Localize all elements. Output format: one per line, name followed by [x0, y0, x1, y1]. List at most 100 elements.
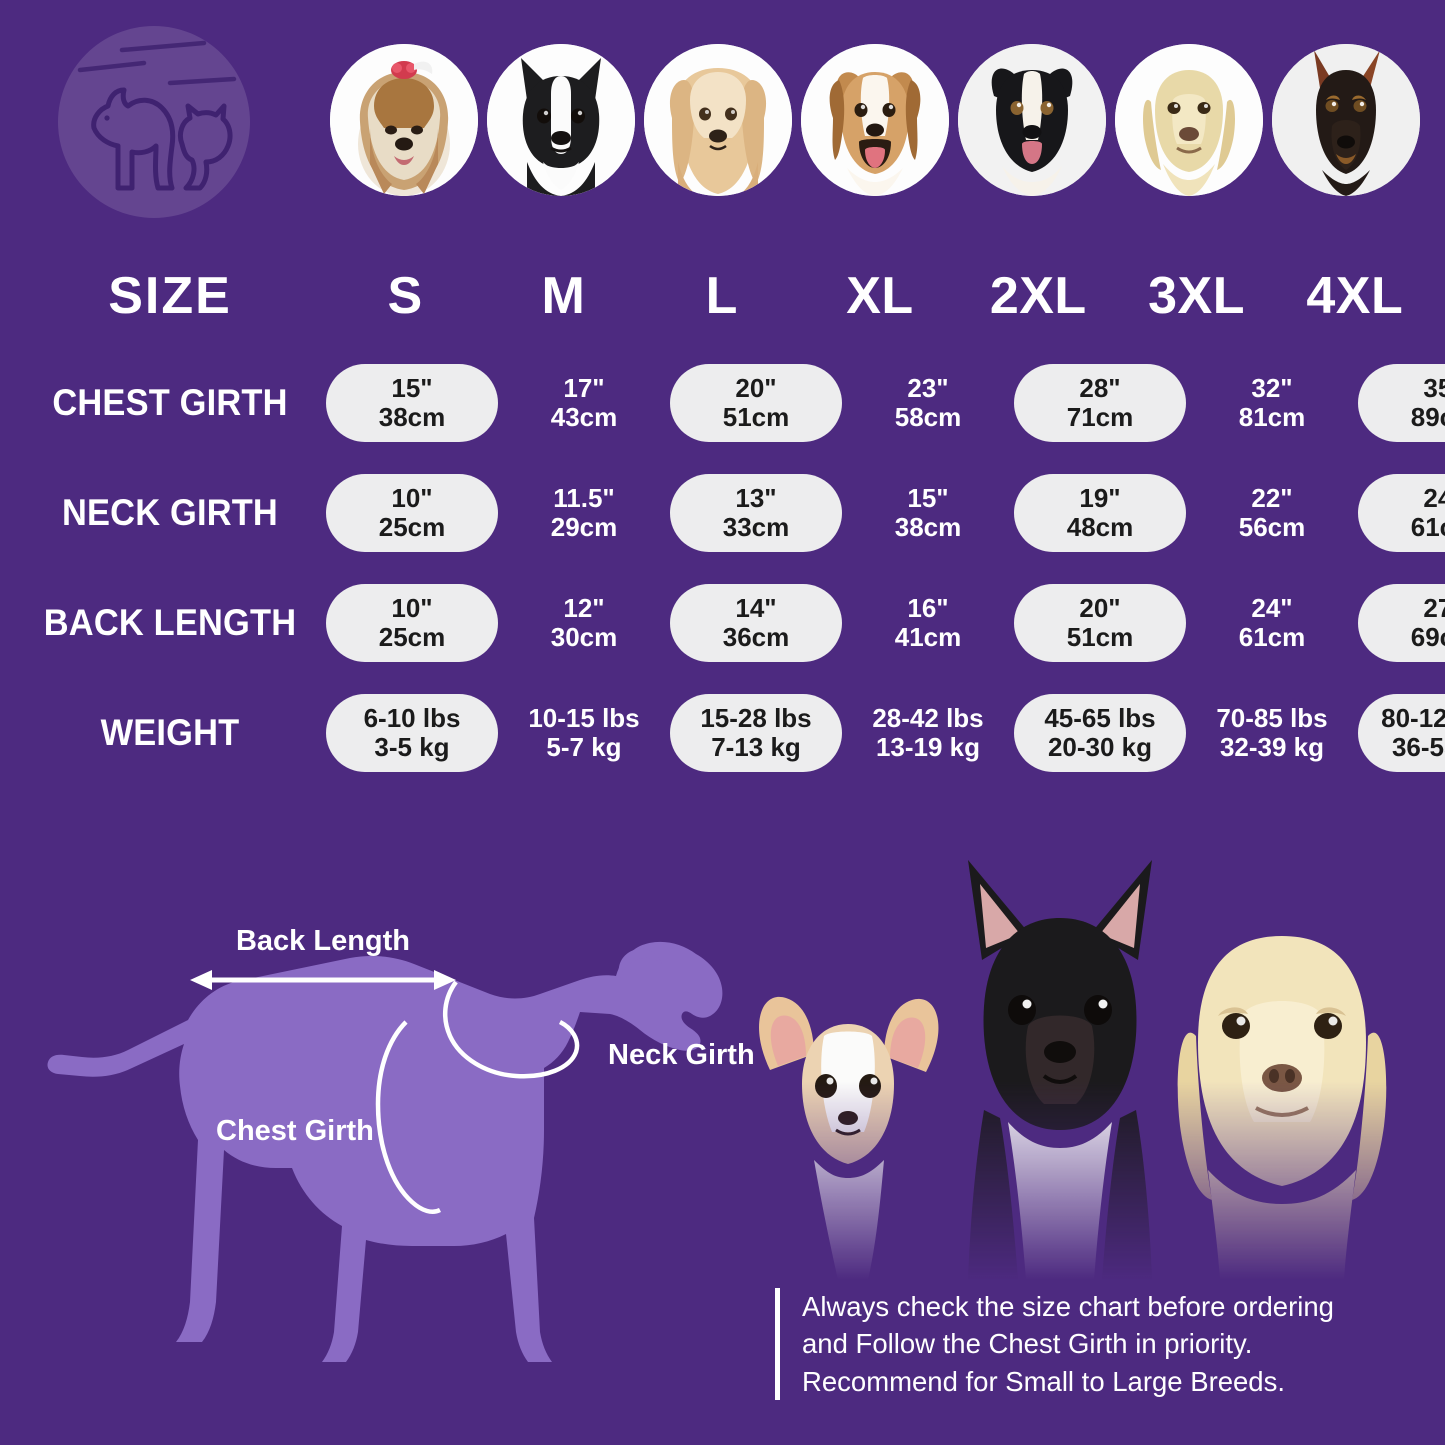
value-metric: 32-39 kg — [1219, 732, 1325, 762]
french-bulldog-photo-icon — [968, 860, 1152, 1280]
value-metric: 36cm — [722, 622, 790, 652]
breed-photo-strip — [330, 36, 1420, 204]
value-pill: 14" 36cm — [670, 584, 842, 662]
value-metric: 69cm — [1410, 622, 1445, 652]
value-imperial: 22" — [1251, 482, 1293, 513]
size-header-label: L — [705, 267, 738, 325]
value-metric: 5-7 kg — [546, 732, 622, 762]
table-row: WEIGHT 6-10 lbs 3-5 kg 10-15 lbs 5-7 kg 15-28… — [14, 678, 1445, 788]
value-imperial: 80-120 lbs — [1381, 702, 1445, 733]
disclaimer-line-1: Always check the size chart before order… — [802, 1291, 1334, 1322]
value-metric: 3-5 kg — [374, 732, 450, 762]
table-row: NECK GIRTH 10" 25cm 11.5" 29cm 13" 33cm 15" 38cm… — [14, 458, 1445, 568]
value-metric: 81cm — [1238, 402, 1306, 432]
value-metric: 51cm — [1066, 622, 1134, 652]
value-imperial: 17" — [563, 372, 605, 403]
value-metric: 30cm — [550, 622, 618, 652]
value-imperial: 35" — [1423, 372, 1445, 403]
value-plain: 24" 61cm — [1186, 584, 1358, 662]
value-pill: 15-28 lbs 7-13 kg — [670, 694, 842, 772]
value-imperial: 10" — [391, 482, 433, 513]
value-metric: 13-19 kg — [875, 732, 981, 762]
value-metric: 36-55 kg — [1391, 732, 1445, 762]
table-cell: 6-10 lbs 3-5 kg — [326, 678, 498, 788]
value-imperial: 10-15 lbs — [528, 702, 640, 733]
size-header-m: M — [484, 244, 642, 348]
value-imperial: 28-42 lbs — [872, 702, 984, 733]
table-cell: 35"89cm — [1358, 348, 1445, 458]
value-metric: 51cm — [722, 402, 790, 432]
value-metric: 41cm — [894, 622, 962, 652]
value-metric: 20-30 kg — [1047, 732, 1153, 762]
table-cell: 13" 33cm — [670, 458, 842, 568]
chihuahua-photo-icon — [759, 996, 939, 1280]
value-plain: 70-85 lbs 32-39 kg — [1186, 694, 1358, 772]
value-plain: 17" 43cm — [498, 364, 670, 442]
table-cell: 22" 56cm — [1186, 458, 1358, 568]
back-length-label: Back Length — [236, 925, 410, 957]
value-imperial: 10" — [391, 592, 433, 623]
value-imperial: 27" — [1423, 592, 1445, 623]
table-cell: 15" 38cm — [326, 348, 498, 458]
table-cell: 32" 81cm — [1186, 348, 1358, 458]
breed-circle-cocker-spaniel — [644, 44, 792, 196]
value-pill: 24"61cm — [1358, 474, 1445, 552]
value-plain: 11.5" 29cm — [498, 474, 670, 552]
breed-circle-doberman — [1272, 44, 1420, 196]
table-cell: 20" 51cm — [1014, 568, 1186, 678]
value-pill: 27"69cm — [1358, 584, 1445, 662]
value-metric: 61cm — [1238, 622, 1306, 652]
value-metric: 58cm — [894, 402, 962, 432]
value-imperial: 11.5" — [553, 482, 615, 513]
size-header-xl: XL — [801, 244, 959, 348]
value-metric: 38cm — [894, 512, 962, 542]
value-pill: 20" 51cm — [1014, 584, 1186, 662]
value-imperial: 19" — [1079, 482, 1121, 513]
value-pill: 28" 71cm — [1014, 364, 1186, 442]
value-plain: 16" 41cm — [842, 584, 1014, 662]
breed-circle-labrador — [1115, 44, 1263, 196]
table-cell: 14" 36cm — [670, 568, 842, 678]
neck-girth-label: Neck Girth — [608, 1039, 755, 1071]
value-metric: 38cm — [378, 402, 446, 432]
value-metric: 25cm — [378, 622, 446, 652]
table-cell: 15" 38cm — [842, 458, 1014, 568]
table-cell: 28" 71cm — [1014, 348, 1186, 458]
size-header-2xl: 2XL — [959, 244, 1117, 348]
size-header-label: 2XL — [989, 267, 1087, 325]
table-cell: 80-120 lbs36-55 kg — [1358, 678, 1445, 788]
table-corner-label: SIZE — [108, 267, 232, 325]
table-cell: 28-42 lbs 13-19 kg — [842, 678, 1014, 788]
row-label: CHEST GIRTH — [52, 382, 288, 423]
value-plain: 10-15 lbs 5-7 kg — [498, 694, 670, 772]
value-pill: 19" 48cm — [1014, 474, 1186, 552]
table-cell: 12" 30cm — [498, 568, 670, 678]
back-length-arrow-icon — [190, 970, 456, 990]
size-header-label: M — [541, 267, 586, 325]
table-cell: 10" 25cm — [326, 568, 498, 678]
value-metric: 7-13 kg — [711, 732, 801, 762]
disclaimer-note: Always check the size chart before order… — [775, 1288, 1435, 1401]
table-cell: 10" 25cm — [326, 458, 498, 568]
table-header-row: SIZE S M L XL 2XL 3XL 4XL — [14, 244, 1434, 348]
table-cell: 24"61cm — [1358, 458, 1445, 568]
table-cell: 16" 41cm — [842, 568, 1014, 678]
value-imperial: 12" — [563, 592, 605, 623]
table-cell: 20" 51cm — [670, 348, 842, 458]
value-pill: 80-120 lbs36-55 kg — [1358, 694, 1445, 772]
size-header-label: S — [387, 267, 423, 325]
value-plain: 28-42 lbs 13-19 kg — [842, 694, 1014, 772]
table-cell: 45-65 lbs 20-30 kg — [1014, 678, 1186, 788]
value-imperial: 24" — [1251, 592, 1293, 623]
value-metric: 29cm — [550, 512, 618, 542]
value-imperial: 15" — [907, 482, 949, 513]
breed-circle-boston-terrier — [487, 44, 635, 196]
value-imperial: 32" — [1251, 372, 1293, 403]
value-pill: 10" 25cm — [326, 584, 498, 662]
value-imperial: 24" — [1423, 482, 1445, 513]
value-pill: 20" 51cm — [670, 364, 842, 442]
table-row: BACK LENGTH 10" 25cm 12" 30cm 14" 36cm 16" 41cm 2… — [14, 568, 1445, 678]
neck-girth-loop-icon — [442, 980, 580, 1079]
value-plain: 32" 81cm — [1186, 364, 1358, 442]
value-pill: 6-10 lbs 3-5 kg — [326, 694, 498, 772]
